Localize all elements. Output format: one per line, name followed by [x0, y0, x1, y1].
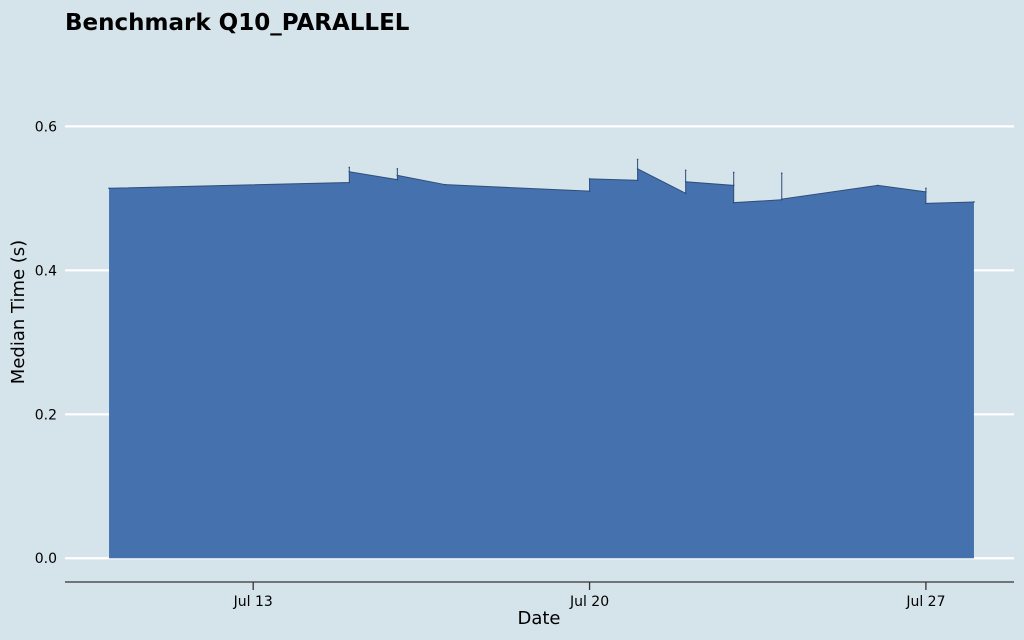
data-point: [636, 158, 639, 161]
y-axis-ticks: 0.0 0.2 0.4 0.6: [35, 119, 57, 567]
data-point: [636, 168, 639, 170]
data-point: [732, 184, 735, 187]
data-point: [108, 187, 110, 190]
data-point: [780, 172, 783, 174]
chart-title: Benchmark Q10_PARALLEL: [65, 10, 410, 36]
x-axis-label: Date: [517, 608, 560, 629]
data-point: [925, 202, 927, 205]
y-tick-label: 0.6: [35, 119, 57, 135]
y-tick-label: 0.2: [35, 407, 57, 423]
data-point: [348, 181, 351, 184]
data-point: [348, 170, 351, 173]
data-point: [588, 178, 591, 180]
data-point: [684, 169, 687, 172]
y-tick-label: 0.0: [35, 551, 57, 567]
data-point: [588, 190, 591, 192]
x-tick-label: Jul 27: [905, 594, 945, 610]
data-point: [444, 183, 447, 186]
data-point: [925, 191, 927, 193]
data-point: [732, 171, 735, 174]
data-point: [780, 198, 783, 200]
y-tick-label: 0.4: [35, 263, 57, 279]
data-point: [877, 184, 879, 187]
data-point: [684, 181, 687, 183]
data-point: [396, 168, 399, 170]
data-point: [684, 192, 687, 195]
data-point: [732, 201, 735, 204]
area-fill: [109, 159, 974, 559]
data-point: [925, 187, 927, 190]
data-point: [396, 174, 399, 177]
data-point: [636, 179, 639, 182]
data-point: [396, 178, 399, 181]
x-axis-ticks: Jul 13 Jul 20 Jul 27: [233, 582, 945, 610]
data-point: [973, 201, 975, 203]
y-axis-label: Median Time (s): [8, 240, 29, 384]
data-point: [348, 166, 351, 169]
x-tick-label: Jul 13: [233, 594, 273, 610]
x-tick-label: Jul 20: [569, 594, 609, 610]
area-series: [108, 158, 975, 559]
